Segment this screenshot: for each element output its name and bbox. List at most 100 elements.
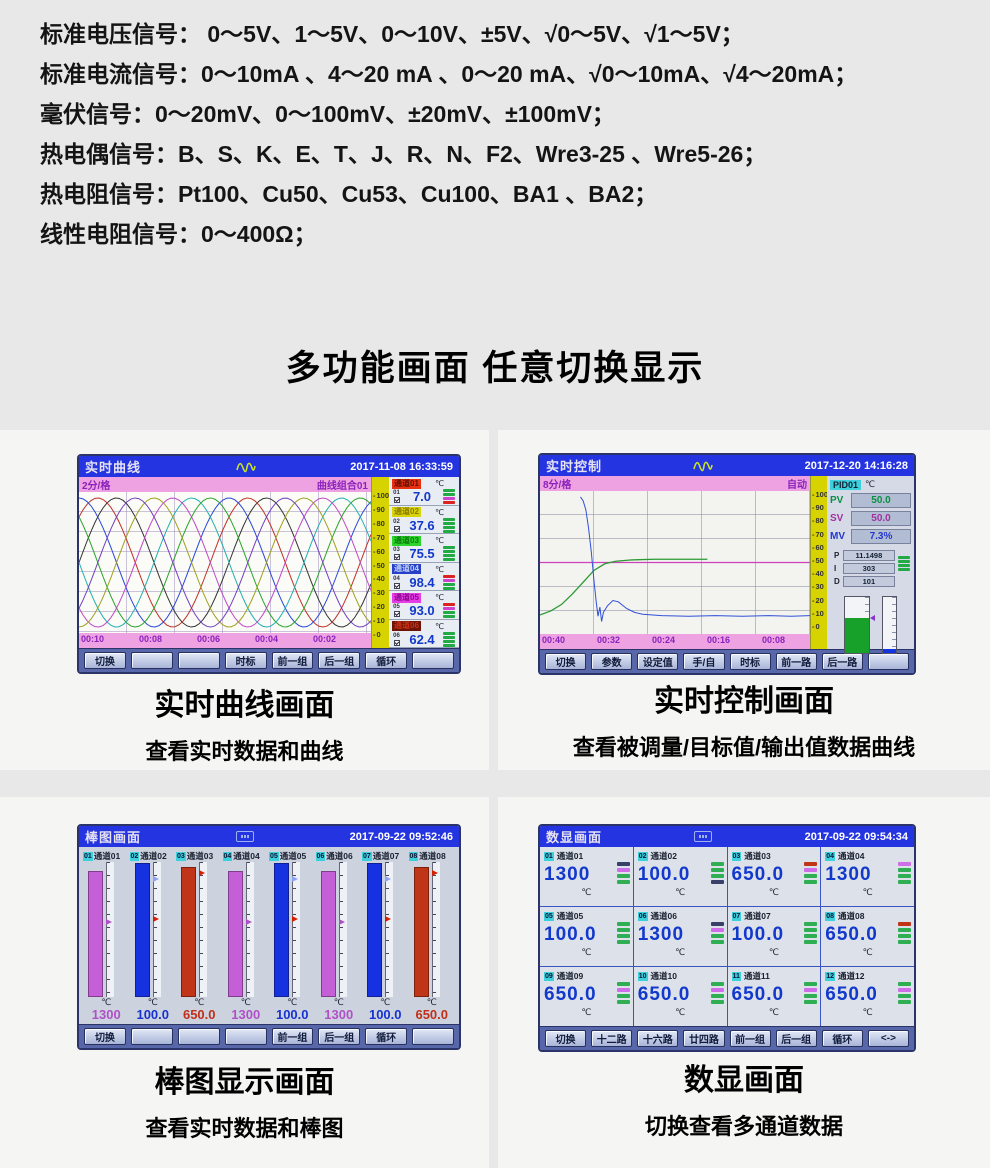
status-bar	[898, 982, 911, 986]
control-chart-zone: 8分/格 自动 00:40 00:32 00:24 00:16 00:08	[540, 476, 810, 649]
channel-unit: ℃	[147, 997, 158, 1007]
trend-time-axis: 00:10 00:08 00:06 00:04 00:02	[79, 633, 371, 648]
channel-unit: ℃	[581, 1007, 592, 1017]
control-button-3[interactable]: 设定值	[637, 653, 679, 670]
control-button-6[interactable]: 前一路	[775, 653, 817, 670]
control-value-scale: 1009080706050403020100	[810, 476, 828, 649]
status-bar	[443, 574, 455, 578]
bargraph-button-3[interactable]	[177, 1028, 220, 1045]
status-bar	[898, 868, 911, 872]
channel-value: 1300	[324, 1007, 354, 1022]
chart-curve	[79, 497, 371, 628]
trend-button-3[interactable]	[177, 652, 220, 669]
trend-channel-row: 通道03 ℃ 03 75.5	[389, 534, 459, 563]
bar-channel-header: 04 通道04	[222, 850, 270, 862]
section-heading: 多功能画面 任意切换显示	[285, 349, 705, 388]
channel-checkbox-icon[interactable]	[393, 582, 400, 589]
pid-label: D	[834, 577, 840, 586]
control-interval-label: 8分/格	[543, 480, 572, 491]
card-digital: 数显画面 2017-09-22 09:54:34 01 通道01 1300 ℃ 02 通道…	[498, 797, 990, 1168]
scale-tick-label: 80	[373, 519, 385, 528]
channel-name-chip: 通道04	[392, 564, 421, 574]
control-button-8[interactable]	[867, 653, 909, 670]
bargraph-button-7[interactable]: 循环	[365, 1028, 408, 1045]
channel-id-badge: 01	[544, 851, 554, 861]
bargraph-button-2[interactable]	[130, 1028, 173, 1045]
channel-value-row: 05 93.0	[389, 603, 459, 618]
trend-button-2[interactable]	[130, 652, 173, 669]
channel-checkbox-icon[interactable]	[393, 554, 400, 560]
digital-button-1[interactable]: 切换	[545, 1030, 587, 1047]
digital-channel-cell: 08 通道08 650.0 ℃	[821, 907, 914, 966]
scale-tick-label: 50	[812, 556, 824, 565]
trend-channel-row: 通道04 ℃ 04 98.4	[389, 562, 459, 591]
trend-channel-row: 通道02 ℃ 02 37.6	[389, 505, 459, 534]
status-bar	[616, 874, 630, 878]
scale-tick-label: 80	[812, 516, 824, 525]
status-bar	[443, 501, 455, 504]
digital-cell-header: 04 通道04	[825, 850, 910, 862]
bar-scale-ruler	[338, 862, 347, 997]
channel-value: 650.0	[731, 984, 785, 1005]
digital-channel-grid: 01 通道01 1300 ℃ 02 通道02 100.0 ℃ 03 通道03 650.0 ℃ 04 通道0…	[540, 847, 914, 1026]
control-button-4[interactable]: 手/自	[683, 653, 725, 670]
time-axis-label: 00:08	[139, 634, 163, 644]
channel-id-badge: 05	[269, 851, 279, 861]
control-button-5[interactable]: 时标	[729, 653, 771, 670]
chart-curve	[79, 497, 371, 628]
status-bar	[804, 982, 818, 986]
scale-tick-label: 60	[373, 547, 385, 556]
digital-channel-cell: 02 通道02 100.0 ℃	[633, 847, 727, 906]
bargraph-button-1[interactable]: 切换	[84, 1028, 126, 1045]
gauge-fill	[883, 648, 896, 653]
bar-track	[83, 862, 130, 997]
gauge-marker-icon	[870, 615, 875, 622]
bar-channel-footer: ℃ 100.0	[130, 997, 177, 1024]
channel-name: 通道05	[279, 851, 307, 861]
channel-checkbox-icon[interactable]	[393, 525, 400, 532]
channel-checkbox-icon[interactable]	[393, 639, 400, 646]
control-button-1[interactable]: 切换	[545, 653, 587, 670]
bar-channel-header: 02 通道02	[129, 850, 177, 862]
channel-checkbox-icon[interactable]	[393, 611, 400, 617]
digital-button-2[interactable]: 十二路	[591, 1030, 633, 1047]
trend-button-7[interactable]: 循环	[365, 652, 408, 669]
trend-button-5[interactable]: 前一组	[271, 652, 314, 669]
time-axis-label: 00:40	[542, 635, 566, 645]
channel-name-chip: 通道05	[392, 592, 421, 603]
trend-button-4[interactable]: 时标	[224, 652, 267, 669]
channel-id-badge: 07	[731, 911, 742, 921]
channel-unit: ℃	[240, 997, 251, 1007]
bar-channel-footer: ℃ 1300	[316, 997, 363, 1024]
bargraph-button-8[interactable]	[412, 1028, 454, 1045]
channel-id-badge: 07	[362, 851, 372, 861]
channel-name: 通道08	[419, 851, 446, 861]
trend-button-1[interactable]: 切换	[84, 652, 126, 669]
channel-value: 37.6	[409, 517, 435, 533]
channel-name-chip: 通道01	[392, 478, 421, 489]
bargraph-button-4[interactable]	[224, 1028, 267, 1045]
channel-status-bars-icon	[616, 862, 630, 884]
control-button-2[interactable]: 参数	[591, 653, 633, 670]
bar-marker-icon	[245, 918, 252, 925]
digital-button-8[interactable]: <->	[867, 1030, 909, 1047]
channel-name: 通道08	[838, 911, 865, 921]
trend-button-6[interactable]: 后一组	[318, 652, 361, 669]
channel-checkbox-icon[interactable]	[393, 497, 400, 503]
bargraph-button-5[interactable]: 前一组	[271, 1028, 314, 1045]
digital-button-3[interactable]: 十六路	[637, 1030, 679, 1047]
digital-button-5[interactable]: 前一组	[729, 1030, 771, 1047]
digital-button-6[interactable]: 后一组	[775, 1030, 817, 1047]
channel-id-badge: 08	[825, 911, 836, 921]
bar-marker-icon	[385, 916, 391, 922]
control-button-7[interactable]: 后一路	[821, 653, 863, 670]
bargraph-button-6[interactable]: 后一组	[318, 1028, 361, 1045]
trend-button-8[interactable]	[412, 652, 454, 669]
bar-channel-header: 08 通道08	[408, 850, 456, 862]
digital-button-4[interactable]: 廿四路	[683, 1030, 725, 1047]
channel-value: 7.0	[412, 489, 432, 504]
bar-track	[223, 862, 270, 997]
bar-channel-header: 03 通道03	[176, 850, 223, 862]
status-bar	[710, 994, 724, 998]
digital-button-7[interactable]: 循环	[821, 1030, 863, 1047]
